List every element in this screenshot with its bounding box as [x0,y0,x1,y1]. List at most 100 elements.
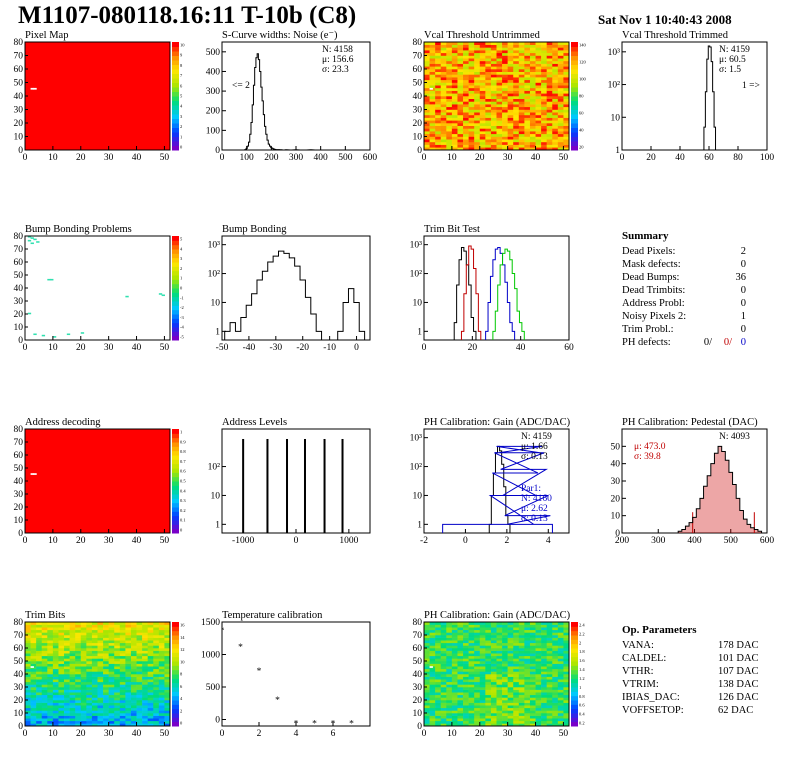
heatmap-cell [114,713,121,716]
heatmap-cell [518,120,525,124]
heatmap-cell [446,98,453,102]
heatmap-cell [30,718,37,722]
heatmap-cell [429,674,436,677]
heatmap-cell [103,674,109,677]
heatmap-cell [485,98,492,102]
heatmap-cell [563,144,569,148]
heatmap-cell [552,82,559,86]
heatmap-cell [440,139,447,143]
heatmap-cell [524,131,531,135]
heatmap-cell [86,671,93,675]
heatmap-cell [58,692,65,696]
heatmap-cell [440,131,447,135]
heatmap-cell [80,637,87,641]
heatmap-cell [142,661,148,664]
y-tick-label: 80 [14,38,24,48]
colorbar-tick-label: 0.2 [579,721,585,726]
heatmap-cell [557,653,564,657]
problem-pixel [47,278,51,281]
heatmap-cell [446,131,453,135]
heatmap-cell [446,627,453,631]
heatmap-cell [451,96,458,99]
heatmap-cell [52,666,59,670]
heatmap-cell [457,139,464,143]
plot-body [224,250,366,340]
heatmap-cell [435,87,442,91]
heatmap-cell [451,710,458,714]
heatmap-cell [435,640,442,644]
heatmap-cell [440,700,447,703]
heatmap-cell [52,689,59,693]
heatmap-cell [103,645,109,649]
heatmap-cell [518,104,525,108]
heatmap-cell [535,679,542,683]
heatmap-cell [563,684,569,688]
heatmap-cell [91,627,98,631]
heatmap-cell [435,112,442,116]
heatmap-cell [119,676,126,680]
heatmap-cell [557,63,564,67]
heatmap-cell [91,650,98,654]
heatmap-cell [424,82,430,86]
y-tick-label: 20 [14,119,24,129]
heatmap-cell [513,60,520,64]
heatmap-cell [30,707,37,711]
heatmap-cell [557,82,564,86]
heatmap-cell [25,632,31,636]
heatmap-cell [97,648,104,651]
heatmap-cell [474,658,481,662]
heatmap-cell [69,627,76,631]
heatmap-cell [36,640,43,644]
heatmap-cell [552,648,559,651]
y-tick-label: 200 [206,107,221,117]
heatmap-cell [546,87,553,91]
heatmap-cell [557,661,564,664]
heatmap-cell [529,697,536,701]
heatmap-cell [474,645,481,649]
y-tick-label: 0 [18,146,23,156]
heatmap-cell [502,79,508,83]
heatmap-cell [496,674,503,677]
heatmap-cell [429,645,436,649]
colorbar-tick-label: 40 [579,128,584,133]
heatmap-cell [36,627,43,631]
heatmap-cell [435,82,442,86]
heatmap-cell [440,63,447,67]
heatmap-cell [125,629,132,633]
heatmap-cell [429,104,436,108]
heatmap-cell [524,133,531,137]
heatmap-cell [91,723,98,726]
heatmap-cell [446,47,453,51]
y-tick-label: 60 [14,644,24,654]
heatmap-cell [502,681,508,685]
heatmap-cell [451,692,458,696]
heatmap-cell [524,635,531,638]
heatmap-cell [451,85,458,89]
heatmap-cell [546,63,553,67]
heatmap-cell [485,707,492,711]
heatmap-cell [529,141,536,145]
heatmap-cell [513,120,520,124]
heatmap-cell [446,55,453,59]
heatmap-cell [451,655,458,659]
heatmap-cell [518,624,525,628]
heatmap-cell [490,58,497,62]
heatmap-cell [513,104,520,108]
heatmap-cell [535,635,542,638]
x-tick-label: 6 [331,729,336,739]
colorbar-swatch [172,249,179,254]
heatmap-cell [535,131,542,135]
chart-title: Temperature calibration [222,610,323,621]
heatmap-cell [468,82,475,86]
heatmap-cell [86,694,93,698]
heatmap-cell [563,655,569,659]
heatmap-cell [474,681,481,685]
heatmap-cell [429,629,436,633]
heatmap-cell [529,123,536,126]
x-tick-label: 100 [760,153,775,163]
heatmap-cell [52,674,59,677]
heatmap-cell [446,60,453,64]
heatmap-cell [58,676,65,680]
heatmap-cell [64,661,70,664]
heatmap-cell [147,624,154,628]
